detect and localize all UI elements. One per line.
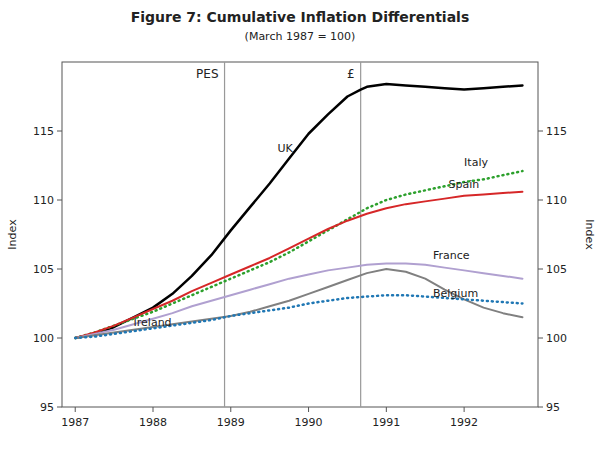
reference-label: £ <box>347 67 355 81</box>
x-axis: 1987 1988 1989 1990 1991 1992 <box>61 407 478 429</box>
y-tick <box>57 200 62 201</box>
x-tick-label: 1988 <box>139 416 167 429</box>
plot-area <box>75 62 522 407</box>
chart-container: Figure 7: Cumulative Inflation Different… <box>0 0 600 451</box>
reference-label: PES <box>196 67 218 81</box>
y2-tick-label: 95 <box>546 401 560 414</box>
y2-tick-label: 115 <box>546 125 567 138</box>
series-line <box>75 263 522 338</box>
x-tick <box>308 407 309 412</box>
series-label: Italy <box>464 156 488 169</box>
y2-tick <box>538 131 543 132</box>
y2-axis: 95 100 105 110 115 Index <box>538 125 596 414</box>
y2-tick-label: 110 <box>546 194 567 207</box>
reference-line <box>224 62 225 407</box>
y2-axis-label: Index <box>583 219 596 250</box>
x-tick-label: 1991 <box>372 416 400 429</box>
x-tick <box>153 407 154 412</box>
series-label: UK <box>277 142 293 155</box>
series-line <box>75 171 522 338</box>
x-tick <box>386 407 387 412</box>
series-line <box>75 192 522 338</box>
y2-tick <box>538 269 543 270</box>
series-label: Belgium <box>433 287 478 300</box>
x-tick-label: 1987 <box>61 416 89 429</box>
series-line <box>75 295 522 338</box>
title: Figure 7: Cumulative Inflation Different… <box>131 9 470 25</box>
y2-tick <box>538 338 543 339</box>
y-tick <box>57 269 62 270</box>
chart-svg: Figure 7: Cumulative Inflation Different… <box>0 0 600 451</box>
x-tick-label: 1989 <box>217 416 245 429</box>
series-label: Ireland <box>134 316 172 329</box>
y-tick-label: 100 <box>33 332 54 345</box>
series-label: Spain <box>449 178 480 191</box>
series-line <box>75 84 522 338</box>
y2-tick-label: 105 <box>546 263 567 276</box>
y-tick-label: 105 <box>33 263 54 276</box>
x-tick <box>75 407 76 412</box>
x-tick <box>230 407 231 412</box>
y-tick <box>57 407 62 408</box>
y-axis: 95 100 105 110 115 Index <box>6 125 62 414</box>
reference-labels: PES £ <box>196 67 355 81</box>
series-label: France <box>433 249 470 262</box>
y2-tick-label: 100 <box>546 332 567 345</box>
y-tick-label: 95 <box>40 401 54 414</box>
y-axis-label: Index <box>6 219 19 250</box>
x-tick-label: 1990 <box>295 416 323 429</box>
reference-line <box>360 62 361 407</box>
x-tick-label: 1992 <box>450 416 478 429</box>
y2-tick <box>538 200 543 201</box>
plot-frame <box>62 62 538 407</box>
y-tick-label: 110 <box>33 194 54 207</box>
y-tick <box>57 338 62 339</box>
y-tick-label: 115 <box>33 125 54 138</box>
series-line <box>75 269 522 338</box>
subtitle: (March 1987 = 100) <box>245 30 356 43</box>
x-tick <box>464 407 465 412</box>
y2-tick <box>538 407 543 408</box>
y-tick <box>57 131 62 132</box>
annotations: UK Italy Spain France Belgium Ireland <box>134 142 489 329</box>
